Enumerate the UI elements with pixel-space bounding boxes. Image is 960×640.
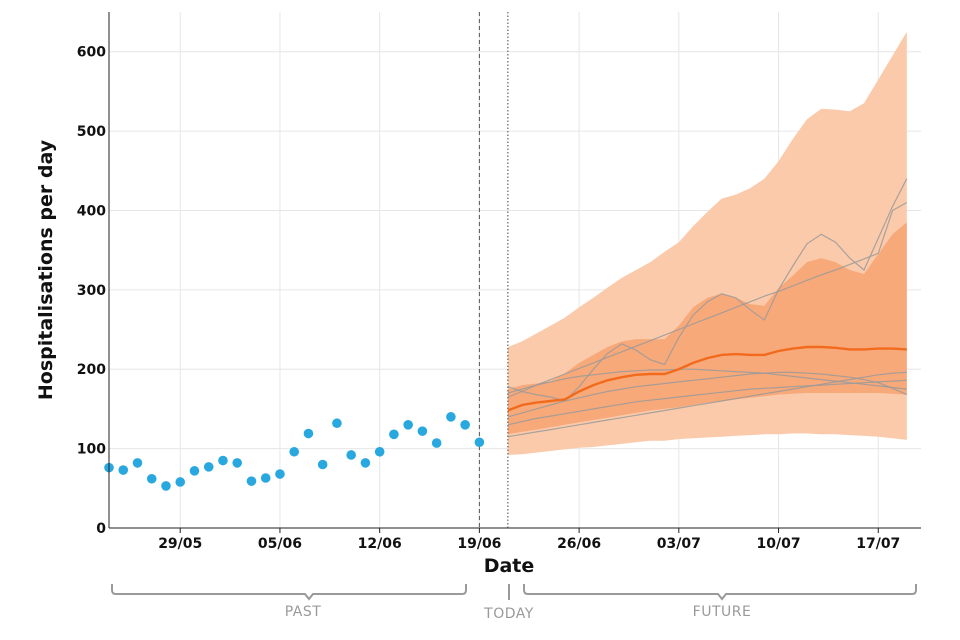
observed-point — [175, 477, 186, 487]
y-axis-label: Hospitalisations per day — [35, 139, 57, 400]
axes: 0 100 200 300 400 500 600 29/05 05/06 12/06 19/06 2… — [77, 12, 921, 552]
scenario-line — [507, 201, 908, 398]
x-tick-label: 05/06 — [258, 536, 302, 552]
observed-point — [460, 420, 470, 430]
observed-point — [275, 469, 285, 479]
x-tick-label: 03/07 — [657, 536, 701, 552]
scenario-line — [507, 379, 907, 426]
y-tick-label: 500 — [77, 124, 106, 140]
observed-point — [332, 418, 342, 429]
scenario-line — [507, 371, 907, 438]
observed-point — [317, 459, 328, 470]
x-tick-label: 19/06 — [457, 536, 501, 552]
observed-point — [246, 476, 257, 486]
future-bracket — [523, 584, 917, 601]
y-tick-label: 200 — [77, 362, 106, 378]
observed-point — [146, 473, 157, 484]
x-axis-label: Date — [484, 555, 535, 577]
date-markers — [478, 12, 509, 528]
median-line-group — [507, 345, 907, 412]
past-label: PAST — [285, 604, 322, 620]
observed-point — [218, 455, 228, 466]
y-tick-label: 600 — [77, 45, 106, 61]
scenario-line — [507, 371, 908, 418]
observed-point — [232, 458, 243, 468]
past-bracket — [111, 584, 467, 601]
observed-point — [446, 412, 456, 422]
x-tick-label: 10/07 — [757, 536, 801, 552]
forecast-bands — [507, 31, 907, 456]
x-tick-label: 26/06 — [557, 536, 601, 552]
observed-point — [346, 450, 356, 460]
observed-point — [403, 420, 413, 430]
observed-points — [104, 412, 485, 491]
observed-point — [431, 438, 442, 448]
observed-point — [389, 429, 399, 440]
y-tick-label: 300 — [77, 283, 106, 299]
median-forecast-line — [507, 345, 907, 412]
observed-point — [303, 428, 314, 439]
y-tick-label: 100 — [77, 442, 106, 458]
observed-point — [374, 446, 385, 457]
observed-point — [118, 465, 129, 475]
x-tick-label: 12/06 — [358, 536, 402, 552]
y-tick-label: 0 — [96, 521, 106, 537]
observed-point — [161, 481, 171, 491]
scenario-line — [507, 178, 908, 402]
observed-point — [189, 466, 200, 476]
future-label: FUTURE — [693, 604, 752, 620]
observed-point — [203, 462, 214, 472]
scenario-lines — [507, 178, 908, 438]
today-label: TODAY — [483, 606, 534, 622]
observed-point — [360, 458, 371, 468]
x-tick-label: 17/07 — [856, 536, 900, 552]
observed-point — [260, 473, 271, 483]
observed-point — [289, 446, 299, 457]
x-tick-label: 29/05 — [158, 536, 202, 552]
observed-point — [474, 437, 485, 448]
observed-point — [132, 458, 143, 468]
period-brackets: PAST TODAY FUTURE — [111, 584, 917, 622]
observed-point — [417, 426, 428, 436]
y-tick-label: 400 — [77, 203, 106, 219]
